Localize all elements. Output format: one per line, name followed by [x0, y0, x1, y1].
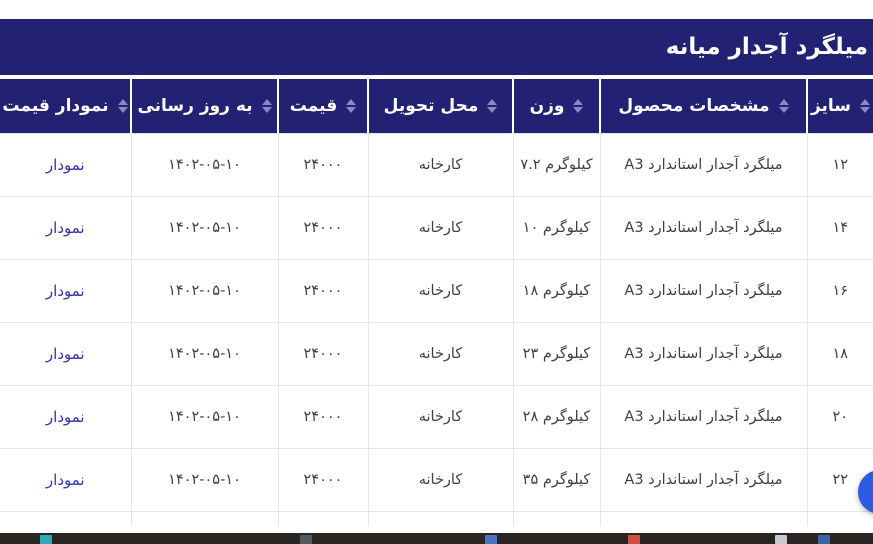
- table-row: ۲۲ میلگرد آجدار استاندارد A3 ۳۵ کیلوگرم کار…: [0, 448, 873, 512]
- cell-updated: ۱۴۰۲-۰۵-۱۰: [130, 385, 278, 449]
- cell-empty: [0, 511, 131, 526]
- cell-price: ۲۴۰۰۰: [277, 132, 368, 197]
- cell-updated: ۱۴۰۲-۰۵-۱۰: [130, 132, 278, 197]
- cell-chart: نمودار: [0, 448, 131, 512]
- table-row: ۱۶ میلگرد آجدار استاندارد A3 ۱۸ کیلوگرم کار…: [0, 259, 873, 323]
- sort-icon: [573, 98, 584, 113]
- cell-chart: نمودار: [0, 132, 131, 197]
- cell-weight: ۲۸ کیلوگرم: [512, 385, 600, 449]
- col-header-label: سایز: [810, 95, 852, 116]
- col-header-chart[interactable]: نمودار قیمت: [0, 79, 131, 133]
- cell-empty: [512, 511, 600, 526]
- price-chart-link[interactable]: نمودار: [45, 344, 85, 363]
- title-bar: میلگرد آجدار میانه: [0, 19, 873, 75]
- cell-delivery: کارخانه: [367, 322, 513, 386]
- price-chart-link[interactable]: نمودار: [45, 407, 85, 426]
- page-title: میلگرد آجدار میانه: [665, 34, 868, 60]
- cell-specs: میلگرد آجدار استاندارد A3: [599, 132, 807, 197]
- cell-weight: ۱۸ کیلوگرم: [512, 259, 600, 323]
- cell-price: ۲۴۰۰۰: [277, 196, 368, 260]
- cell-size: ۱۸: [806, 322, 873, 386]
- page-top-spacer: [0, 0, 873, 19]
- chat-widget-button[interactable]: [858, 470, 873, 514]
- cell-size: ۱۴: [806, 196, 873, 260]
- col-header-label: نمودار قیمت: [2, 95, 109, 116]
- table-row: ۱۸ میلگرد آجدار استاندارد A3 ۲۳ کیلوگرم کار…: [0, 322, 873, 386]
- col-header-price[interactable]: قیمت: [277, 79, 368, 133]
- sort-icon: [860, 98, 871, 113]
- price-chart-link[interactable]: نمودار: [45, 470, 85, 489]
- cell-size: ۱۲: [806, 132, 873, 197]
- cell-updated: ۱۴۰۲-۰۵-۱۰: [130, 259, 278, 323]
- cell-empty: [277, 511, 368, 526]
- price-chart-link[interactable]: نمودار: [45, 155, 85, 174]
- cell-size: ۱۶: [806, 259, 873, 323]
- cell-empty: [806, 511, 873, 526]
- cell-chart: نمودار: [0, 196, 131, 260]
- sort-icon: [487, 98, 498, 113]
- cell-price: ۲۴۰۰۰: [277, 259, 368, 323]
- cell-size: ۲۰: [806, 385, 873, 449]
- col-header-delivery[interactable]: محل تحویل: [367, 79, 513, 133]
- taskbar-app-icon-4[interactable]: [628, 535, 640, 544]
- cell-delivery: کارخانه: [367, 448, 513, 512]
- table-body: ۱۲ میلگرد آجدار استاندارد A3 ۷.۲ کیلوگرم کا…: [0, 132, 873, 526]
- taskbar-app-icon-1[interactable]: [40, 535, 52, 544]
- price-chart-link[interactable]: نمودار: [45, 218, 85, 237]
- col-header-size[interactable]: سایز: [806, 79, 873, 133]
- cell-specs: میلگرد آجدار استاندارد A3: [599, 385, 807, 449]
- table-row: ۲۰ میلگرد آجدار استاندارد A3 ۲۸ کیلوگرم کار…: [0, 385, 873, 449]
- cell-delivery: کارخانه: [367, 132, 513, 197]
- cell-updated: ۱۴۰۲-۰۵-۱۰: [130, 448, 278, 512]
- cell-price: ۲۴۰۰۰: [277, 385, 368, 449]
- col-header-specs[interactable]: مشخصات محصول: [599, 79, 807, 133]
- cell-specs: میلگرد آجدار استاندارد A3: [599, 259, 807, 323]
- cell-updated: ۱۴۰۲-۰۵-۱۰: [130, 322, 278, 386]
- table-row-partial: [0, 511, 873, 526]
- price-chart-link[interactable]: نمودار: [45, 281, 85, 300]
- cell-delivery: کارخانه: [367, 259, 513, 323]
- cell-price: ۲۴۰۰۰: [277, 322, 368, 386]
- table-row: ۱۲ میلگرد آجدار استاندارد A3 ۷.۲ کیلوگرم کا…: [0, 132, 873, 197]
- sort-icon: [778, 98, 789, 113]
- cell-chart: نمودار: [0, 259, 131, 323]
- col-header-weight[interactable]: وزن: [512, 79, 600, 133]
- cell-specs: میلگرد آجدار استاندارد A3: [599, 322, 807, 386]
- cell-price: ۲۴۰۰۰: [277, 448, 368, 512]
- cell-empty: [367, 511, 513, 526]
- taskbar-app-icon-5[interactable]: [775, 535, 787, 544]
- cell-specs: میلگرد آجدار استاندارد A3: [599, 196, 807, 260]
- table-row: ۱۴ میلگرد آجدار استاندارد A3 ۱۰ کیلوگرم کار…: [0, 196, 873, 260]
- cell-delivery: کارخانه: [367, 385, 513, 449]
- col-header-label: قیمت: [289, 95, 338, 116]
- cell-delivery: کارخانه: [367, 196, 513, 260]
- sort-icon: [346, 98, 357, 113]
- col-header-updated[interactable]: به روز رسانی: [130, 79, 278, 133]
- sort-icon: [117, 98, 128, 113]
- col-header-label: محل تحویل: [383, 95, 479, 116]
- cell-empty: [130, 511, 278, 526]
- taskbar-app-icon-2[interactable]: [300, 535, 312, 544]
- cell-chart: نمودار: [0, 385, 131, 449]
- cell-weight: ۲۳ کیلوگرم: [512, 322, 600, 386]
- cell-weight: ۷.۲ کیلوگرم: [512, 132, 600, 197]
- sort-icon: [261, 98, 272, 113]
- table-header: سایز مشخصات محصول وزن محل تحویل قیمت به …: [0, 79, 873, 133]
- cell-chart: نمودار: [0, 322, 131, 386]
- col-header-label: به روز رسانی: [137, 95, 253, 116]
- taskbar-app-icon-3[interactable]: [485, 535, 497, 544]
- col-header-label: مشخصات محصول: [618, 95, 770, 116]
- cell-updated: ۱۴۰۲-۰۵-۱۰: [130, 196, 278, 260]
- cell-weight: ۳۵ کیلوگرم: [512, 448, 600, 512]
- price-table: سایز مشخصات محصول وزن محل تحویل قیمت به …: [0, 79, 873, 526]
- taskbar-app-icon-6[interactable]: [818, 535, 830, 544]
- cell-specs: میلگرد آجدار استاندارد A3: [599, 448, 807, 512]
- cell-empty: [599, 511, 807, 526]
- taskbar: [0, 533, 873, 544]
- title-bar-divider: [0, 75, 873, 79]
- cell-weight: ۱۰ کیلوگرم: [512, 196, 600, 260]
- col-header-label: وزن: [529, 95, 565, 116]
